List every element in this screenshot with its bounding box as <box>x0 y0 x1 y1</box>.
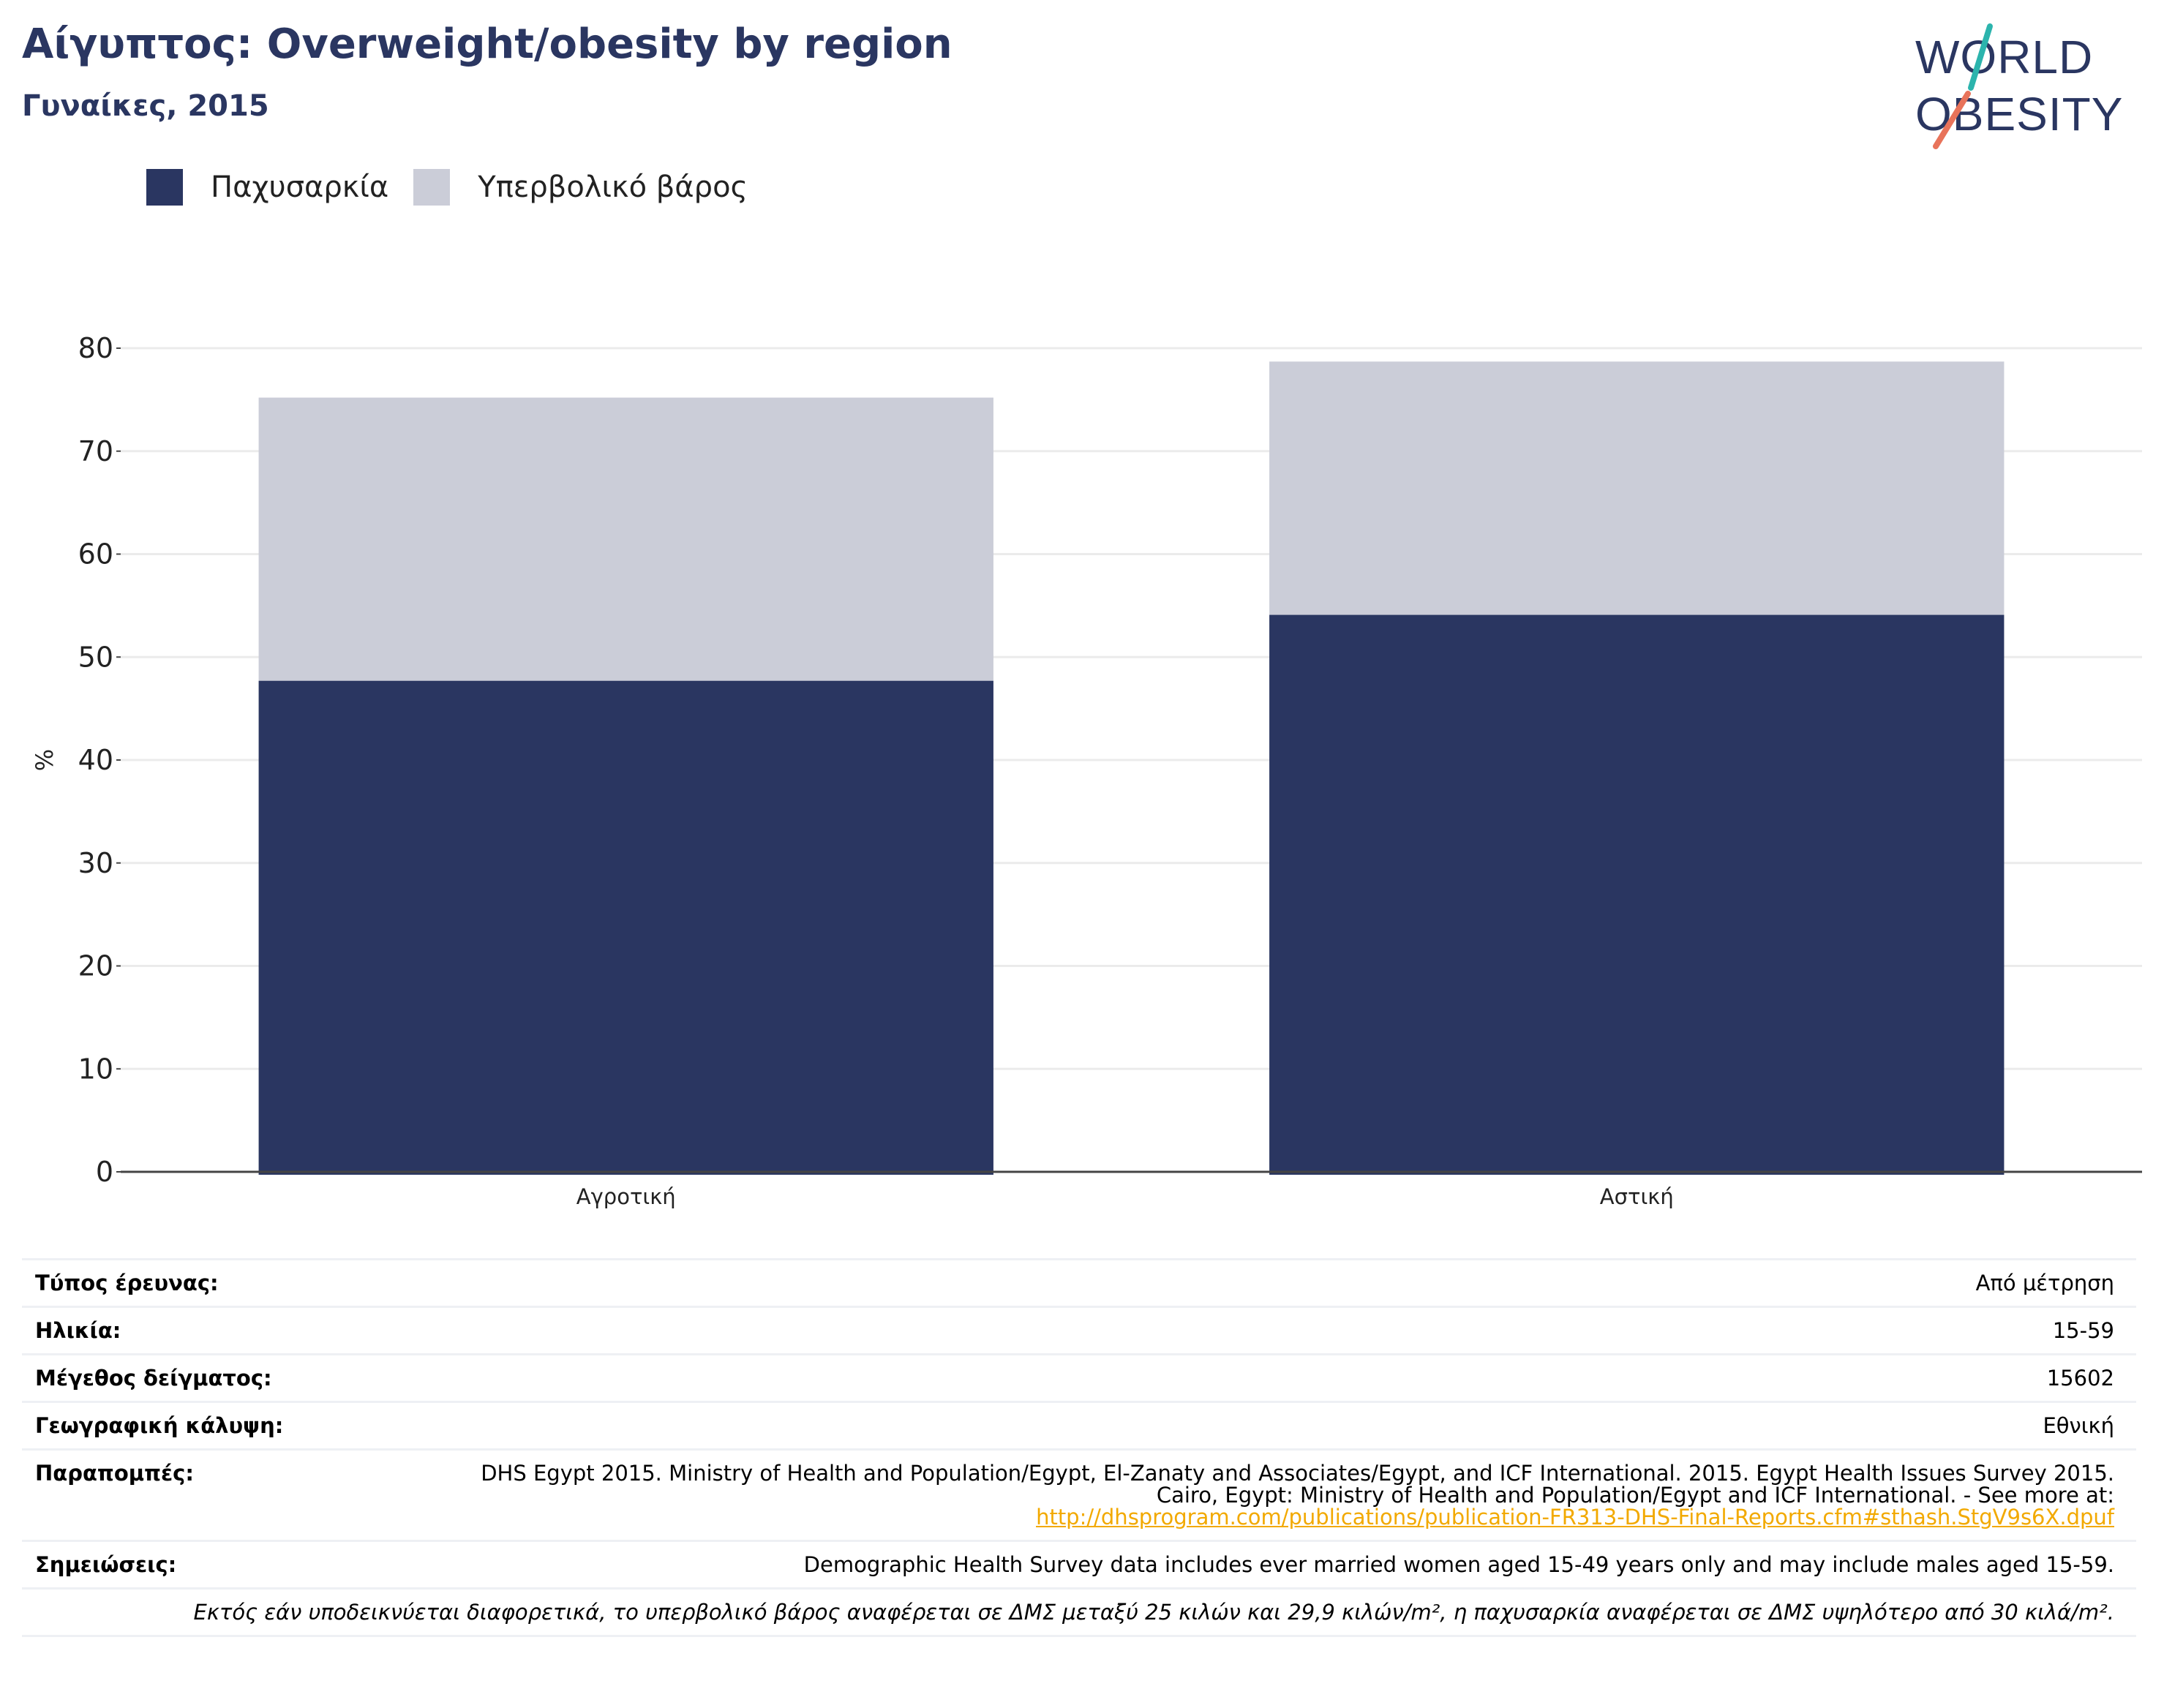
svg-text:OBESITY: OBESITY <box>1915 88 2123 140</box>
y-tick-label: 20 <box>78 950 113 982</box>
bar-obesity-rural <box>258 680 993 1175</box>
legend-label-overweight: Υπερβολικό βάρος <box>478 170 748 204</box>
legend-item-overweight[interactable]: Υπερβολικό βάρος <box>413 169 748 206</box>
age-label: Ηλικία: <box>35 1318 121 1343</box>
legend-swatch-obesity <box>146 169 183 206</box>
survey-info-table: Τύπος έρευνας: Από μέτρηση Ηλικία: 15-59… <box>22 1258 2136 1637</box>
bar-overweight-urban <box>1269 361 2005 615</box>
bar-overweight-rural <box>258 397 993 681</box>
references-link[interactable]: http://dhsprogram.com/publications/publi… <box>1036 1505 2114 1530</box>
chart-subtitle: Γυναίκες, 2015 <box>22 89 269 123</box>
y-tick-label: 40 <box>78 744 113 776</box>
bar-obesity-urban <box>1269 614 2005 1175</box>
info-row-notes: Σημειώσεις: Demographic Health Survey da… <box>22 1540 2136 1587</box>
info-row-survey-type: Τύπος έρευνας: Από μέτρηση <box>22 1258 2136 1306</box>
y-axis-label: % <box>31 749 59 771</box>
y-tick-label: 10 <box>78 1053 113 1085</box>
info-row-age: Ηλικία: 15-59 <box>22 1306 2136 1353</box>
x-tick-label: Αγροτική <box>576 1184 676 1209</box>
y-tick-label: 80 <box>78 332 113 364</box>
references-label: Παραπομπές: <box>35 1461 194 1486</box>
notes-value: Demographic Health Survey data includes … <box>803 1552 2114 1577</box>
y-tick-label: 30 <box>78 847 113 879</box>
y-tick-label: 50 <box>78 641 113 673</box>
legend-label-obesity: Παχυσαρκία <box>211 170 389 204</box>
info-row-coverage: Γεωγραφική κάλυψη: Εθνική <box>22 1401 2136 1448</box>
coverage-value: Εθνική <box>2043 1413 2114 1438</box>
references-text: DHS Egypt 2015. Ministry of Health and P… <box>481 1461 2114 1508</box>
sample-size-label: Μέγεθος δείγματος: <box>35 1366 272 1391</box>
chart-legend: Παχυσαρκία Υπερβολικό βάρος <box>146 167 773 208</box>
x-tick-label: Αστική <box>1600 1184 1674 1209</box>
sample-size-value: 15602 <box>2046 1366 2114 1391</box>
world-obesity-logo: WORLD OBESITY <box>1915 23 2123 149</box>
y-tick-label: 70 <box>78 435 113 467</box>
stacked-bar-chart: 0 10 20 30 40 50 60 70 80% Αγροτική Αστική <box>31 332 2142 1209</box>
coverage-label: Γεωγραφική κάλυψη: <box>35 1413 284 1438</box>
survey-type-value: Από μέτρηση <box>1975 1271 2114 1295</box>
legend-swatch-overweight <box>413 169 451 206</box>
references-value: DHS Egypt 2015. Ministry of Health and P… <box>468 1462 2136 1528</box>
legend-item-obesity[interactable]: Παχυσαρκία <box>146 169 388 206</box>
info-row-sample-size: Μέγεθος δείγματος: 15602 <box>22 1353 2136 1401</box>
notes-label: Σημειώσεις: <box>35 1552 177 1577</box>
survey-type-label: Τύπος έρευνας: <box>35 1271 219 1295</box>
y-tick-label: 60 <box>78 538 113 571</box>
age-value: 15-59 <box>2052 1318 2114 1343</box>
chart-title: Αίγυπτος: Overweight/obesity by region <box>22 20 953 68</box>
info-row-references: Παραπομπές: DHS Egypt 2015. Ministry of … <box>22 1448 2136 1540</box>
bmi-footnote: Εκτός εάν υποδεικνύεται διαφορετικά, το … <box>22 1587 2136 1637</box>
y-tick-label: 0 <box>96 1156 113 1188</box>
svg-text:WORLD: WORLD <box>1915 31 2093 83</box>
